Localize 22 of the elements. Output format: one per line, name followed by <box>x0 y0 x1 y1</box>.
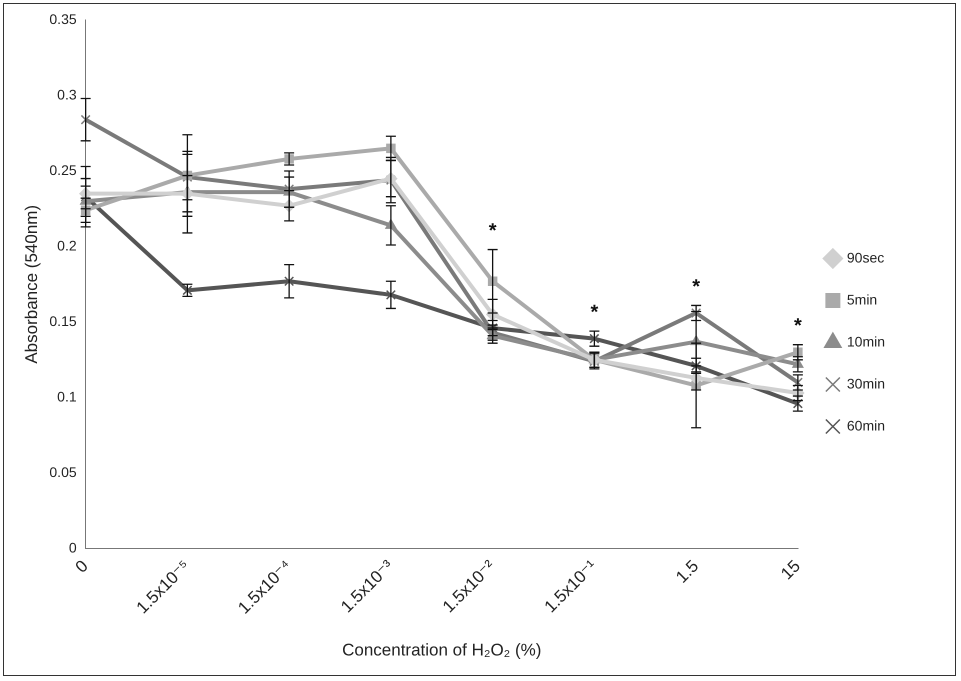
y-tick-label: 0 <box>68 539 77 556</box>
y-tick-label: 0.35 <box>49 10 77 27</box>
legend-label: 10min <box>846 333 886 350</box>
legend-label: 60min <box>846 417 886 434</box>
y-tick-label: 0.3 <box>57 86 77 102</box>
legend-label: 30min <box>846 375 886 392</box>
y-axis-title: Absorbance (540nm) <box>22 204 41 364</box>
annotation: * <box>590 302 598 324</box>
legend-label: 5min <box>846 291 878 308</box>
y-tick-label: 0.2 <box>57 237 77 254</box>
x-axis-title: Concentration of H₂O₂ (%) <box>342 640 542 660</box>
x-tick-label: 0 <box>72 556 92 577</box>
legend-label: 90sec <box>846 249 884 266</box>
y-tick-label: 0.05 <box>49 464 77 480</box>
annotation: * <box>692 276 700 298</box>
y-tick-label: 0.25 <box>49 162 77 178</box>
x-tick-label: 15 <box>777 556 804 584</box>
y-tick-label: 0.1 <box>57 388 77 404</box>
annotation: * <box>794 315 802 338</box>
x-tick-label: 1.5 <box>672 556 702 587</box>
y-tick-label: 0.15 <box>49 312 77 329</box>
annotation: * <box>488 220 497 242</box>
